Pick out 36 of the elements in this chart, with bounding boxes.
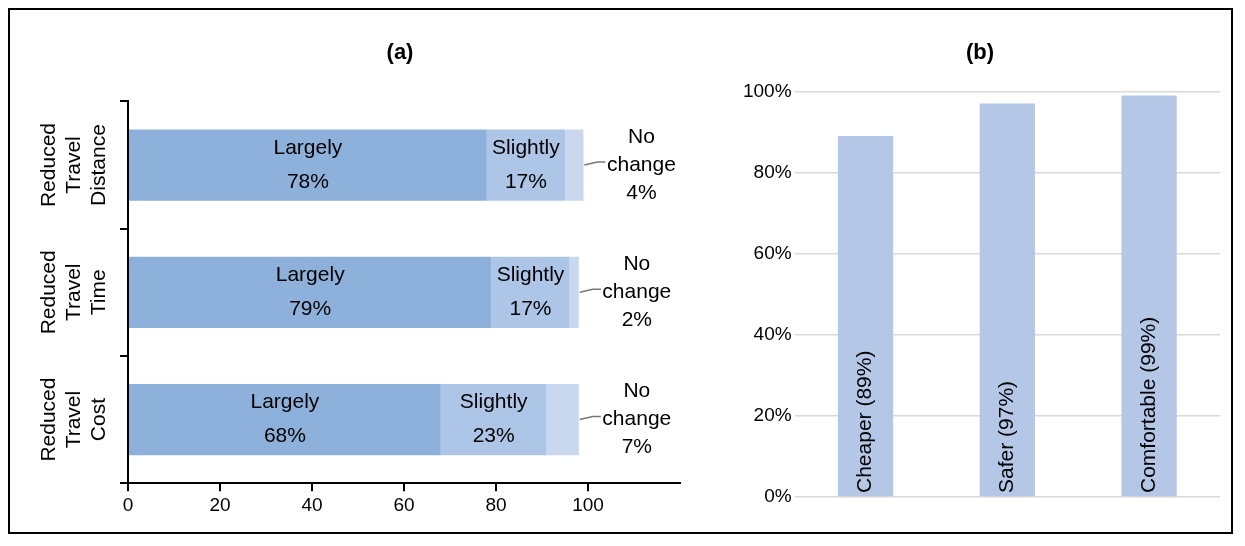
y-tick-label: Reduced Travel Distance (36, 123, 110, 208)
y-tick-label: 0% (764, 485, 792, 507)
series-label: Largely (273, 134, 343, 158)
y-tick-label: 60% (753, 241, 792, 263)
x-tick-label: 40 (301, 493, 323, 515)
bar (129, 129, 487, 201)
data-label: 17% (509, 296, 552, 320)
chart-title: (a) (386, 39, 414, 65)
data-label: 78% (286, 168, 329, 192)
y-tick-label: 20% (753, 404, 792, 426)
y-tick-label: Reduced Travel Time (36, 250, 110, 335)
y-tick-label: 40% (753, 322, 792, 344)
bar (565, 129, 584, 201)
bar (569, 256, 579, 328)
data-label: 23% (472, 423, 515, 447)
x-tick-label: 0 (122, 493, 134, 515)
bar (129, 256, 492, 328)
y-tick-label: Reduced Travel Cost (36, 377, 110, 462)
data-label: 4% (626, 179, 657, 203)
series-label: Slightly (492, 134, 561, 158)
chart-title: (b) (965, 39, 995, 65)
series-label: No change (606, 123, 676, 175)
x-tick-label: 100 (572, 493, 604, 515)
data-label: 79% (289, 296, 332, 320)
x-tick-label: 20 (209, 493, 231, 515)
x-tick-label: 60 (393, 493, 415, 515)
data-label: 2% (621, 307, 652, 331)
y-tick-label: 100% (742, 79, 792, 101)
data-label: 17% (504, 168, 547, 192)
frame: (a) 0 20 40 60 80 100 Reduced Travel Distance Reduced Travel Time Reduced Travel Cost Largely 78% Largely 79% Largely 68% Slightly 17% Slightly 17% Slightly 23% No change 4% No change 2% No change 7% (b) 0% 20% 40% 60% 80% 100% Cheaper (89%) Safer (97%) Comfortable (99%) (8, 8, 1233, 534)
data-label: 7% (621, 434, 652, 458)
bar (129, 383, 441, 456)
data-label: 68% (263, 423, 306, 447)
y-tick-label: 80% (753, 160, 792, 182)
x-tick-label: 80 (485, 493, 507, 515)
bar (546, 383, 579, 456)
